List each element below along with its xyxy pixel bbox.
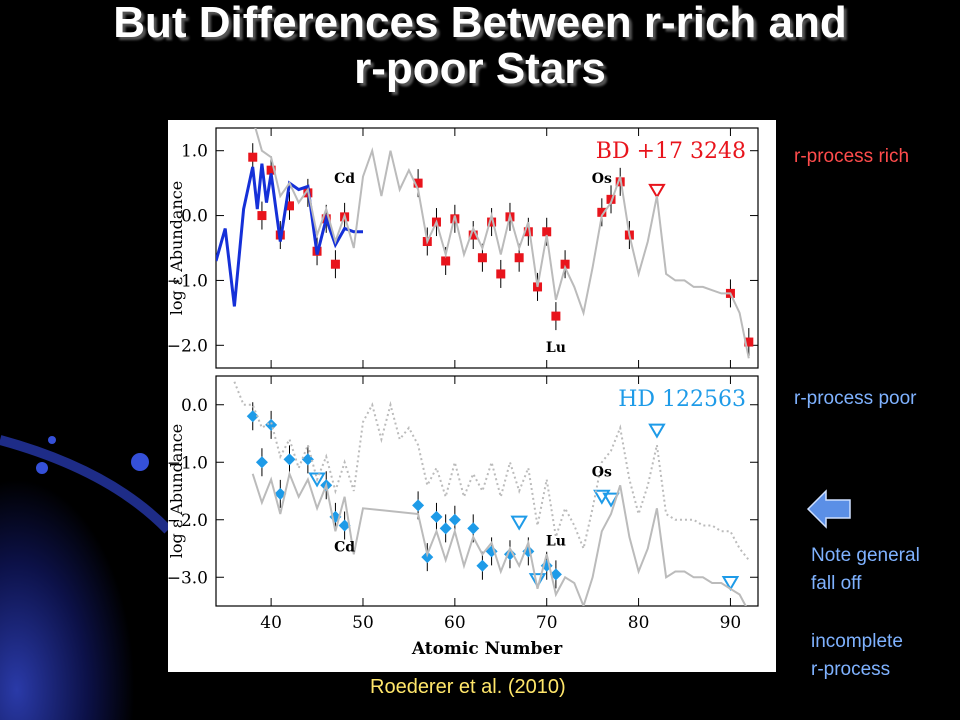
y-axis-label: log ε Abundance [168,424,186,558]
slide-title: But Differences Between r-rich and r-poo… [0,0,960,92]
series-layer [233,381,750,606]
data-point [606,194,616,204]
y-tick-label: −2.0 [168,336,208,356]
element-annotation: Lu [546,340,566,356]
plot-frame [215,375,759,607]
data-point [496,269,506,279]
data-point [284,201,294,211]
plot-frame [215,127,759,369]
series-model-gray- [251,470,747,606]
data-point [597,207,607,217]
y-tick-label: −2.0 [168,511,208,531]
y-tick-label: 1.0 [181,142,208,162]
series-scaled-rich-dotted- [233,381,750,561]
upper-limit-point [308,472,326,488]
x-tick-label: 60 [444,613,466,633]
note-line-4: r-process [811,659,891,680]
upper-limit-point [721,576,740,591]
series-layer [216,128,754,359]
title-line-1: But Differences Between r-rich and [113,0,847,47]
data-point [255,456,268,469]
panel-2: 0.0 −1.0 −2.0 −3.0 40 50 60 70 80 90 log ε Abundan… [167,375,759,659]
y-tick-label: 0.0 [181,396,208,416]
panel-title: HD 122563 [618,387,746,412]
data-point [468,230,478,240]
data-point [430,510,443,523]
panel-1: 1.0 0.0 −1.0 −2.0 log ε Abundance BD +17 3248… [167,127,759,369]
series-upper-limit [308,423,740,591]
series-line [251,470,747,606]
label-r-process-rich: r-process rich [794,146,910,167]
data-point [448,513,461,526]
y-tick-label: 0.0 [181,207,208,227]
figure-panel: 1.0 0.0 −1.0 −2.0 log ε Abundance BD +17 3248… [167,120,776,672]
element-annotation: Cd [334,539,355,555]
series-line [216,163,363,307]
upper-limit-point [602,492,620,508]
title-line-2: r-poor Stars [354,44,606,93]
data-point [477,253,487,263]
upper-limit-point [510,515,528,531]
data-point [266,165,276,175]
note-text-2: incomplete r-process [811,628,903,684]
series-model-gray- [254,128,750,359]
left-arrow-icon [806,489,851,529]
upper-limit-point [528,573,547,589]
series-upper-limit [648,183,666,199]
y-axis-label: log ε Abundance [168,181,186,315]
data-point [246,410,259,423]
data-point [301,453,314,466]
note-line-2: fall off [811,573,862,594]
data-point [265,418,278,431]
series-line [254,128,750,359]
data-point [413,178,423,188]
data-point [476,559,489,572]
data-point [412,499,425,512]
x-tick-label: 90 [720,613,742,633]
x-tick-label: 40 [260,613,282,633]
data-point [441,256,451,266]
data-point [467,522,480,535]
x-tick-label: 50 [352,613,374,633]
series-measured [248,143,754,357]
x-tick-label: 80 [628,613,650,633]
series-model-blue- [216,163,363,307]
data-point [487,217,497,227]
label-r-process-poor: r-process poor [794,388,917,409]
data-point [248,152,258,162]
element-annotation: Cd [334,171,355,187]
data-point [421,551,434,564]
note-line-1: Note general [811,545,920,566]
element-annotation: Os [592,465,612,481]
note-line-3: incomplete [811,631,903,652]
data-point [551,311,561,321]
x-axis-label: Atomic Number [411,639,563,659]
panel-title: BD +17 3248 [596,139,746,164]
data-point [283,453,296,466]
y-tick-label: −1.0 [168,271,208,291]
y-tick-label: −3.0 [168,568,208,588]
upper-limit-point [648,183,666,199]
element-annotation: Lu [546,534,566,550]
upper-limit-point [648,423,666,439]
citation: Roederer et al. (2010) [370,676,566,698]
data-point [542,227,552,237]
data-point [514,253,524,263]
data-point [439,522,452,535]
series-measured [246,402,562,589]
data-point [330,259,340,269]
series-line [233,381,750,561]
y-tick-label: −1.0 [168,453,208,473]
data-point [257,211,267,221]
element-annotation: Os [592,171,612,187]
data-point [338,519,351,532]
x-tick-label: 70 [536,613,558,633]
data-point [560,259,570,269]
data-point [523,227,533,237]
note-text: Note general fall off [811,542,920,598]
data-point [744,337,754,347]
